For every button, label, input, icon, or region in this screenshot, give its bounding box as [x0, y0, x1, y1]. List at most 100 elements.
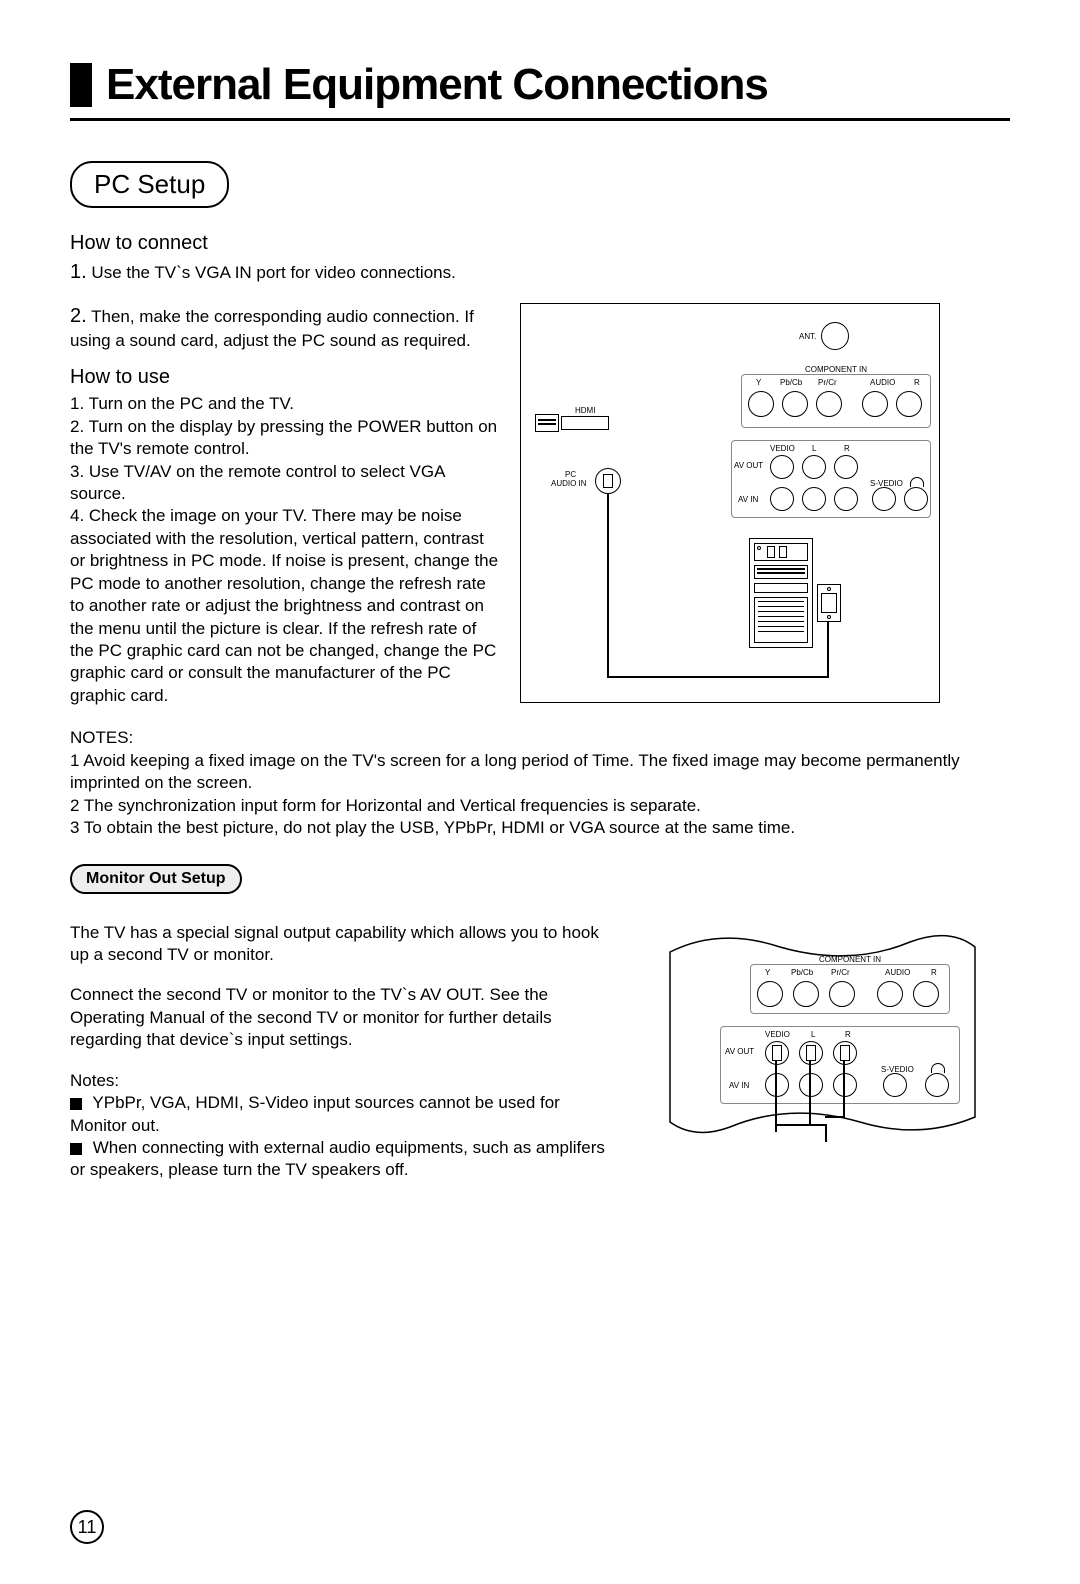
avin-l2	[799, 1073, 823, 1097]
y2: Y	[765, 968, 770, 977]
cable-join2	[775, 1124, 827, 1126]
vga-connector	[817, 584, 841, 622]
page-number: 11	[70, 1510, 104, 1544]
vedio2: VEDIO	[765, 1030, 790, 1039]
pc-tower	[749, 538, 813, 648]
monitor-out-pill: Monitor Out Setup	[70, 864, 242, 894]
audio-label: AUDIO	[870, 378, 895, 387]
cable-r2	[843, 1060, 845, 1116]
monitor-right: COMPONENT IN Y Pb/Cb Pr/Cr AUDIO R VEDIO…	[640, 922, 1010, 1182]
notes-text: 1 Avoid keeping a fixed image on the TV'…	[70, 750, 1010, 840]
bullet-icon	[70, 1098, 82, 1110]
l2: L	[811, 1030, 815, 1039]
step-num-2: 2.	[70, 305, 87, 327]
right-column: ANT. COMPONENT IN Y Pb/Cb Pr/Cr AUDIO R …	[520, 303, 1010, 707]
y-port2	[757, 981, 783, 1007]
page-title-row: External Equipment Connections	[70, 60, 1010, 110]
r-label: R	[914, 378, 920, 387]
al-port2	[877, 981, 903, 1007]
how-to-connect-label: How to connect	[70, 232, 1010, 255]
headphone-icon	[910, 477, 924, 487]
avin-l	[802, 487, 826, 511]
step-num-1: 1.	[70, 261, 87, 283]
av-group2: VEDIO L R AV OUT S-VEDIO AV IN	[720, 1026, 960, 1104]
cable-l2	[809, 1060, 811, 1124]
avout2: AV OUT	[725, 1047, 754, 1056]
hdmi-port	[561, 416, 609, 430]
two-column-layout: 2. Then, make the corresponding audio co…	[70, 303, 1010, 707]
prcr-label: Pr/Cr	[818, 378, 837, 387]
audio-plug	[603, 474, 613, 488]
headphone-port	[904, 487, 928, 511]
title-rule	[70, 118, 1010, 121]
monitor-notes-label: Notes:	[70, 1070, 620, 1092]
ant-port	[821, 322, 849, 350]
page-title: External Equipment Connections	[106, 60, 768, 110]
y-label: Y	[756, 378, 761, 387]
audio2: AUDIO	[885, 968, 910, 977]
cable-out	[825, 1124, 827, 1142]
avin-r2	[833, 1073, 857, 1097]
pbcb-label: Pb/Cb	[780, 378, 802, 387]
plug-l	[806, 1045, 816, 1061]
left-column: 2. Then, make the corresponding audio co…	[70, 303, 500, 707]
component-in-label: COMPONENT IN	[742, 365, 930, 374]
svedio2: S-VEDIO	[881, 1065, 914, 1074]
svedio-port2	[883, 1073, 907, 1097]
connect-step-1: 1. Use the TV`s VGA IN port for video co…	[70, 259, 1010, 285]
svedio-port	[872, 487, 896, 511]
prcr-port	[816, 391, 842, 417]
pc-setup-pill: PC Setup	[70, 161, 229, 208]
r-label2: R	[844, 444, 850, 453]
monitor-p1: The TV has a special signal output capab…	[70, 922, 620, 967]
title-marker	[70, 63, 92, 107]
ant-label: ANT.	[799, 332, 816, 341]
diagram-pc-setup: ANT. COMPONENT IN Y Pb/Cb Pr/Cr AUDIO R …	[520, 303, 940, 703]
avout-r	[834, 455, 858, 479]
hp-port2	[925, 1073, 949, 1097]
y-port	[748, 391, 774, 417]
avout-v	[770, 455, 794, 479]
connect-step-2: 2. Then, make the corresponding audio co…	[70, 303, 500, 352]
component-in-group: COMPONENT IN Y Pb/Cb Pr/Cr AUDIO R	[741, 374, 931, 428]
audio-l-port	[862, 391, 888, 417]
cable-join	[825, 1116, 845, 1118]
ar-port2	[913, 981, 939, 1007]
audio-cable-v	[607, 494, 609, 678]
vga-cable-v	[827, 622, 829, 678]
component-in-label2: COMPONENT IN	[751, 955, 949, 964]
vedio-label: VEDIO	[770, 444, 795, 453]
l-label: L	[812, 444, 816, 453]
plug-r	[840, 1045, 850, 1061]
monitor-note-1: YPbPr, VGA, HDMI, S-Video input sources …	[70, 1092, 620, 1137]
avout-l	[802, 455, 826, 479]
monitor-two-col: The TV has a special signal output capab…	[70, 922, 1010, 1182]
prcr2: Pr/Cr	[831, 968, 850, 977]
audio-in-label: AUDIO IN	[551, 479, 587, 488]
cable-v2	[775, 1060, 777, 1132]
avin-label: AV IN	[738, 495, 758, 504]
monitor-note-2: When connecting with external audio equi…	[70, 1137, 620, 1182]
av-group: VEDIO L R AV OUT S-VEDIO AV IN	[731, 440, 931, 518]
pc-label: PC	[565, 470, 576, 479]
avin-v2	[765, 1073, 789, 1097]
hdmi-label: HDMI	[575, 406, 595, 415]
pbcb-port2	[793, 981, 819, 1007]
avin2: AV IN	[729, 1081, 749, 1090]
audio-r-port	[896, 391, 922, 417]
bullet-icon	[70, 1143, 82, 1155]
step-text-1: Use the TV`s VGA IN port for video conne…	[87, 263, 456, 282]
hdmi-plug	[535, 414, 559, 432]
use-steps: 1. Turn on the PC and the TV. 2. Turn on…	[70, 393, 500, 707]
pbcb-port	[782, 391, 808, 417]
avin-r	[834, 487, 858, 511]
plug-v	[772, 1045, 782, 1061]
monitor-left: The TV has a special signal output capab…	[70, 922, 620, 1182]
headphone2	[931, 1063, 945, 1073]
diagram-monitor-out: COMPONENT IN Y Pb/Cb Pr/Cr AUDIO R VEDIO…	[660, 922, 980, 1142]
r2: R	[931, 968, 937, 977]
step-text-2: Then, make the corresponding audio conne…	[70, 307, 474, 349]
audio-cable-h	[607, 676, 829, 678]
prcr-port2	[829, 981, 855, 1007]
r3: R	[845, 1030, 851, 1039]
